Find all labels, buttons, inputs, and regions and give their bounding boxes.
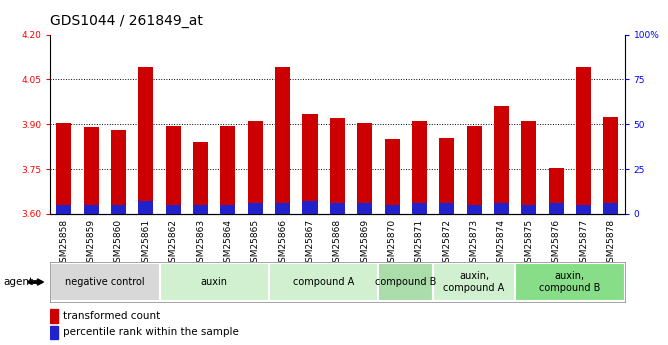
Bar <box>494 106 509 214</box>
Bar <box>357 203 372 214</box>
Bar <box>193 205 208 214</box>
Text: auxin,
compound B: auxin, compound B <box>539 271 601 293</box>
Text: auxin: auxin <box>201 277 228 287</box>
Bar <box>440 203 454 214</box>
Text: compound A: compound A <box>293 277 354 287</box>
Bar <box>220 126 235 214</box>
Bar <box>50 326 59 339</box>
Text: negative control: negative control <box>65 277 145 287</box>
Bar <box>357 123 372 214</box>
Text: agent: agent <box>3 277 33 287</box>
Bar <box>521 121 536 214</box>
Bar <box>440 138 454 214</box>
Bar <box>248 203 263 214</box>
Bar <box>521 205 536 214</box>
Bar <box>193 142 208 214</box>
Bar <box>466 126 482 214</box>
Bar <box>56 205 71 214</box>
Text: compound B: compound B <box>375 277 436 287</box>
Bar <box>515 263 625 301</box>
Bar <box>56 123 71 214</box>
Bar <box>84 128 99 214</box>
Bar <box>50 309 59 323</box>
Bar <box>275 67 290 214</box>
Bar <box>330 203 345 214</box>
Bar <box>494 203 509 214</box>
Bar <box>548 203 564 214</box>
Bar <box>248 121 263 214</box>
Bar <box>330 118 345 214</box>
Bar <box>160 263 269 301</box>
Bar <box>166 126 181 214</box>
Bar <box>111 205 126 214</box>
Bar <box>138 201 154 214</box>
Bar <box>166 205 181 214</box>
Bar <box>466 205 482 214</box>
Bar <box>576 67 591 214</box>
Bar <box>385 205 399 214</box>
Bar <box>138 67 154 214</box>
Bar <box>603 203 619 214</box>
Bar <box>412 203 427 214</box>
Bar <box>269 263 378 301</box>
Bar <box>84 205 99 214</box>
Text: auxin,
compound A: auxin, compound A <box>444 271 505 293</box>
Text: GDS1044 / 261849_at: GDS1044 / 261849_at <box>50 14 203 28</box>
Bar <box>576 205 591 214</box>
Bar <box>303 114 317 214</box>
Bar <box>111 130 126 214</box>
Bar <box>433 263 515 301</box>
Bar <box>275 203 290 214</box>
Bar <box>548 168 564 214</box>
Bar <box>303 201 317 214</box>
Text: transformed count: transformed count <box>63 311 160 321</box>
Bar <box>378 263 433 301</box>
Bar <box>50 263 160 301</box>
Bar <box>385 139 399 214</box>
Bar <box>412 121 427 214</box>
Bar <box>603 117 619 214</box>
Bar <box>220 205 235 214</box>
Text: percentile rank within the sample: percentile rank within the sample <box>63 327 238 337</box>
